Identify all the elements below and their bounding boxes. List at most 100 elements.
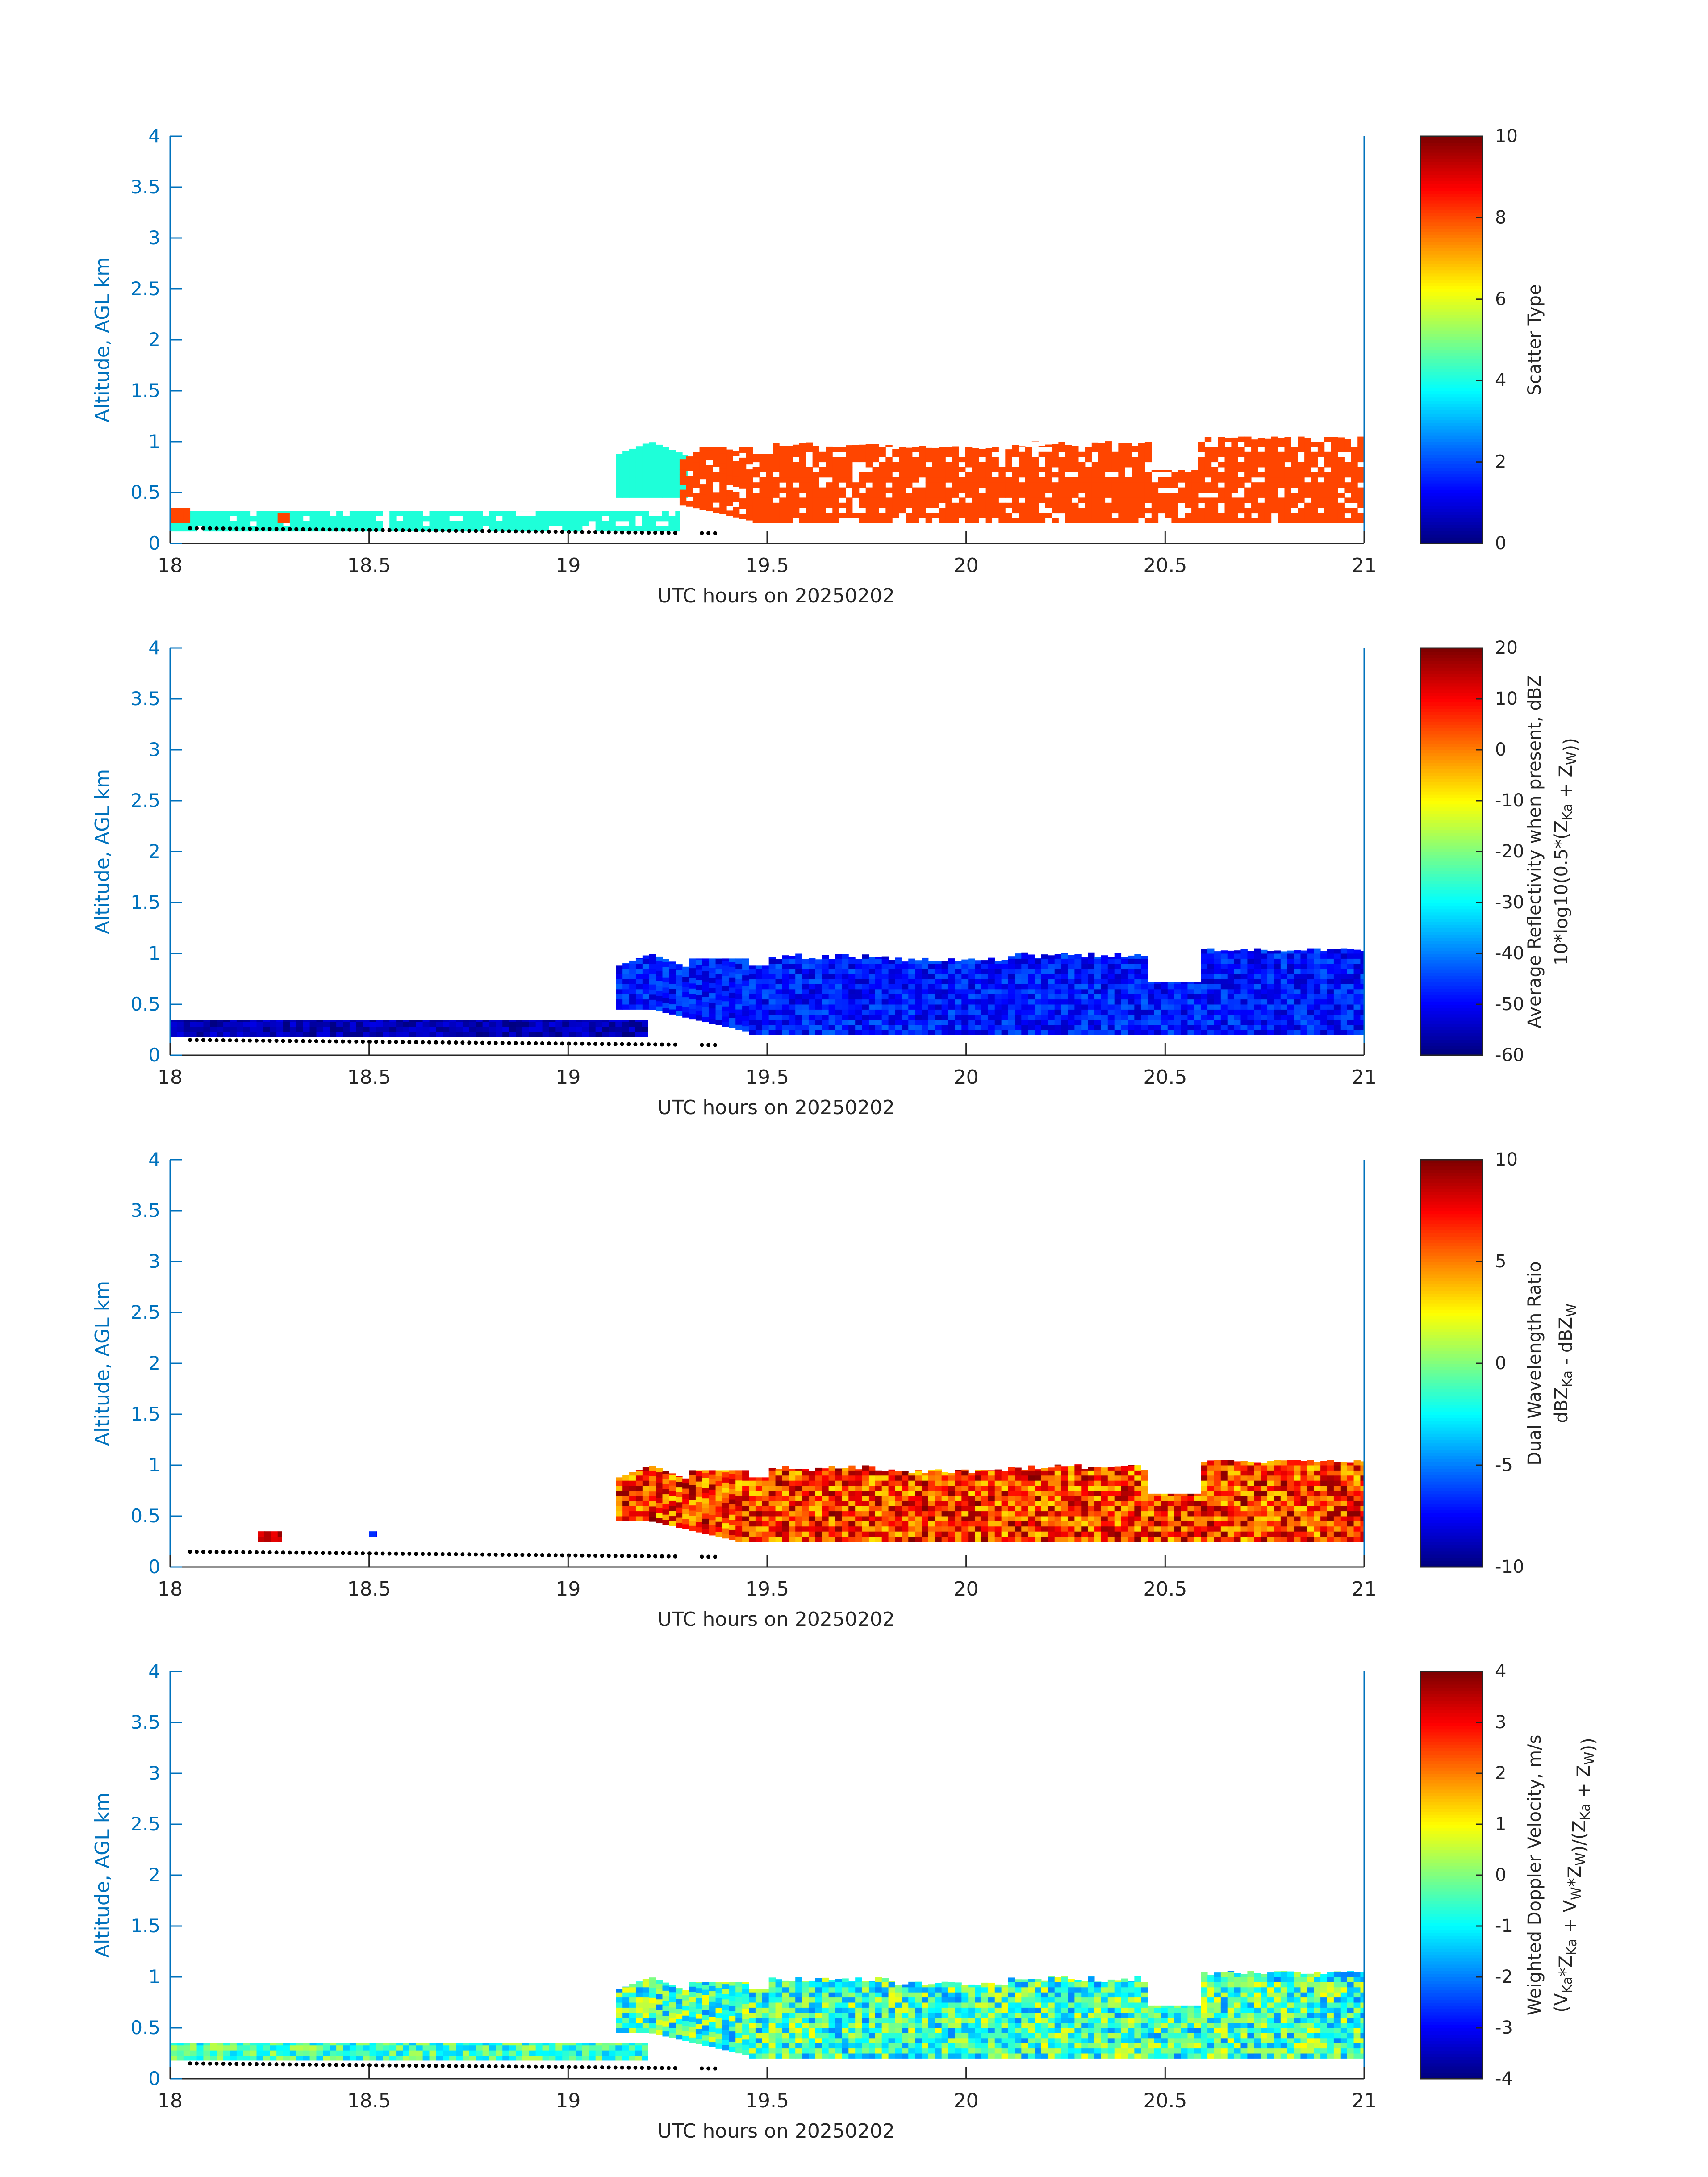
data-cell — [243, 1032, 251, 1037]
colorbar-swatch — [1420, 680, 1482, 684]
data-cell — [383, 1027, 390, 1032]
data-cell — [865, 462, 873, 468]
data-cell — [549, 1021, 556, 1027]
colorbar-swatch — [1420, 890, 1482, 894]
ground-dot — [647, 531, 651, 535]
data-cell — [535, 511, 543, 516]
data-cell — [888, 994, 895, 1000]
data-cell — [939, 472, 946, 478]
data-cell — [1207, 974, 1215, 979]
data-cell — [941, 963, 949, 969]
data-cell — [1344, 439, 1351, 442]
data-cell — [1081, 1009, 1088, 1015]
data-cell — [1015, 999, 1022, 1005]
data-cell — [1065, 467, 1072, 472]
data-cell — [396, 526, 403, 532]
data-cell — [935, 1475, 942, 1481]
data-cell — [456, 511, 463, 516]
data-cell — [389, 511, 397, 516]
data-cell — [985, 457, 993, 463]
data-cell — [922, 1521, 929, 1527]
data-cell — [702, 1478, 710, 1483]
data-cell — [715, 999, 722, 1005]
data-cell — [309, 526, 317, 532]
data-cell — [828, 1506, 836, 1512]
data-cell — [1238, 451, 1245, 457]
data-cell — [1001, 969, 1009, 974]
data-cell — [1035, 989, 1042, 994]
data-cell — [881, 1491, 889, 1496]
data-cell — [775, 1004, 782, 1010]
data-cell — [1257, 518, 1265, 523]
data-cell — [855, 1496, 862, 1501]
data-cell — [902, 1531, 909, 1537]
data-cell — [709, 972, 716, 978]
data-cell — [1114, 1014, 1122, 1020]
data-cell — [795, 1030, 802, 1035]
data-cell — [549, 521, 556, 526]
data-cell — [782, 984, 789, 990]
data-cell — [1012, 502, 1019, 508]
colorbar-swatch — [1420, 1039, 1482, 1043]
data-cell — [1324, 508, 1332, 514]
data-cell — [1311, 451, 1318, 457]
data-cell — [1114, 1009, 1122, 1015]
data-cell — [1357, 447, 1365, 452]
data-cell — [722, 960, 729, 966]
data-cell — [276, 521, 284, 526]
data-cell — [1347, 1020, 1354, 1025]
data-cell — [762, 1506, 769, 1512]
data-cell — [795, 1004, 802, 1010]
data-cell — [1357, 513, 1365, 518]
data-cell — [422, 526, 430, 532]
data-cell — [735, 1485, 743, 1491]
data-cell — [1327, 994, 1334, 1000]
data-cell — [842, 1480, 849, 1486]
data-cell — [1118, 502, 1125, 508]
data-cell — [1347, 1004, 1354, 1010]
data-cell — [429, 1021, 436, 1027]
data-cell — [676, 1507, 683, 1513]
data-cell — [875, 1020, 882, 1025]
data-cell — [782, 969, 789, 974]
data-cell — [735, 1475, 743, 1481]
data-cell — [695, 1471, 703, 1477]
data-cell — [935, 1009, 942, 1015]
data-cell — [762, 1477, 769, 1481]
data-cell — [648, 526, 656, 532]
data-cell — [1347, 984, 1354, 990]
data-cell — [1094, 963, 1102, 969]
data-cell — [662, 447, 669, 452]
data-cell — [1320, 969, 1328, 974]
data-cell — [409, 511, 417, 516]
colorbar-swatch — [1420, 801, 1482, 805]
data-cell — [1234, 953, 1241, 959]
data-cell — [656, 444, 663, 447]
data-cell — [217, 1020, 224, 1022]
data-cell — [615, 1021, 622, 1027]
data-cell — [815, 969, 823, 974]
data-cell — [722, 1492, 729, 1498]
data-cell — [635, 979, 643, 984]
data-cell — [795, 963, 802, 969]
data-cell — [746, 447, 753, 449]
data-cell — [343, 516, 350, 522]
data-cell — [576, 526, 583, 532]
data-cell — [799, 447, 806, 452]
data-cell — [762, 1500, 769, 1506]
data-cell — [1121, 969, 1128, 974]
data-cell — [1278, 442, 1285, 447]
data-cell — [952, 467, 959, 472]
data-cell — [748, 1506, 756, 1512]
data-cell — [622, 963, 630, 969]
data-cell — [176, 526, 184, 532]
data-cell — [602, 521, 609, 526]
data-cell — [985, 497, 993, 503]
data-cell — [906, 493, 913, 498]
data-cell — [815, 1511, 823, 1517]
data-cell — [968, 979, 975, 984]
data-cell — [806, 487, 813, 493]
data-cell — [715, 1516, 722, 1522]
data-cell — [236, 1020, 244, 1022]
data-cell — [832, 502, 839, 508]
